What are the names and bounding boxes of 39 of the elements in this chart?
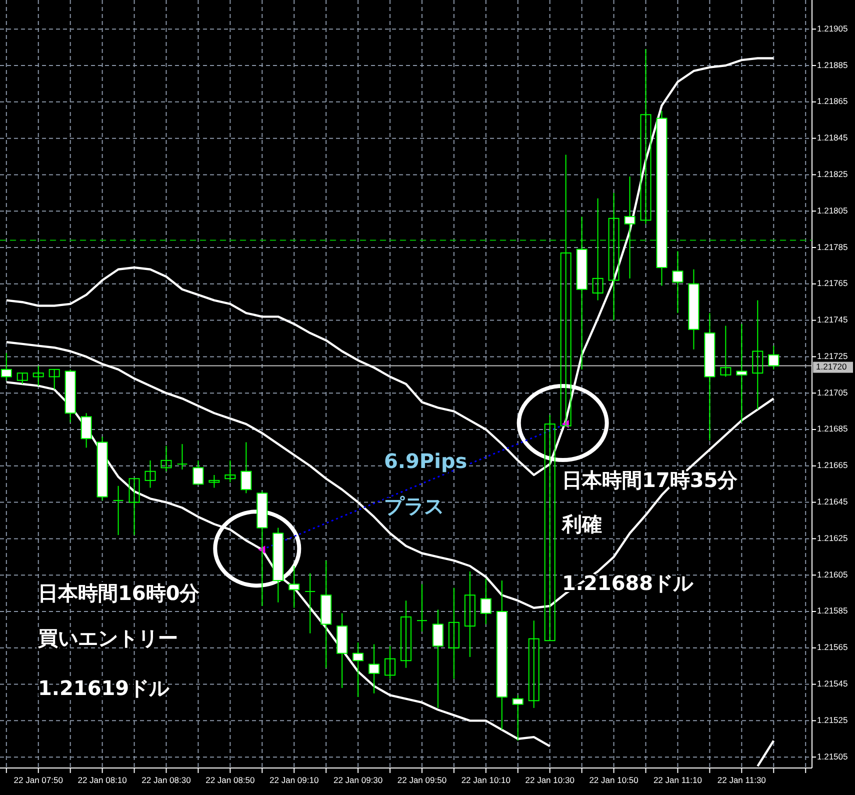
annotation: 利確 <box>561 512 602 536</box>
y-tick-label: 1.21865 <box>817 96 848 106</box>
y-tick-label: 1.21805 <box>817 205 848 216</box>
y-tick-label: 1.21645 <box>817 496 848 507</box>
x-tick-label: 22 Jan 09:50 <box>397 775 447 785</box>
y-tick-label: 1.21565 <box>817 642 848 652</box>
x-tick-label: 22 Jan 08:50 <box>206 775 256 785</box>
y-tick-label: 1.21825 <box>817 168 848 179</box>
y-tick-label: 1.21525 <box>817 714 848 725</box>
y-tick-label: 1.21765 <box>817 278 848 288</box>
ref-line-label: 1.21720 <box>816 362 847 372</box>
y-tick-label: 1.21685 <box>817 424 848 434</box>
y-tick-label: 1.21505 <box>817 751 848 762</box>
y-tick-label: 1.21625 <box>817 532 848 543</box>
x-tick-label: 22 Jan 07:50 <box>14 775 64 785</box>
y-tick-label: 1.21785 <box>817 242 848 252</box>
annotation: 日本時間16時0分 <box>38 581 201 605</box>
x-tick-label: 22 Jan 10:50 <box>589 775 639 785</box>
x-tick-label: 22 Jan 08:30 <box>142 775 192 785</box>
y-tick-label: 1.21905 <box>817 23 848 34</box>
y-tick-label: 1.21665 <box>817 460 848 470</box>
y-tick-label: 1.21725 <box>817 350 848 361</box>
annotation: 1.21619ドル <box>38 676 170 700</box>
x-tick-label: 22 Jan 09:30 <box>333 775 383 785</box>
x-tick-label: 22 Jan 10:30 <box>525 775 575 785</box>
y-tick-label: 1.21605 <box>817 569 848 580</box>
x-tick-label: 22 Jan 10:10 <box>461 775 511 785</box>
annotation: 買いエントリー <box>37 626 178 650</box>
y-tick-label: 1.21845 <box>817 132 848 143</box>
y-tick-label: 1.21705 <box>817 387 848 398</box>
y-tick-label: 1.21585 <box>817 606 848 616</box>
x-tick-label: 22 Jan 08:10 <box>78 775 128 785</box>
x-tick-label: 22 Jan 09:10 <box>270 775 319 785</box>
y-tick-label: 1.21745 <box>817 314 848 325</box>
line-series <box>5 341 775 609</box>
x-tick-label: 22 Jan 11:10 <box>653 775 702 785</box>
x-tick-label: 22 Jan 11:30 <box>717 775 766 785</box>
y-tick-label: 1.21885 <box>817 60 848 70</box>
y-tick-label: 1.21545 <box>817 678 848 689</box>
